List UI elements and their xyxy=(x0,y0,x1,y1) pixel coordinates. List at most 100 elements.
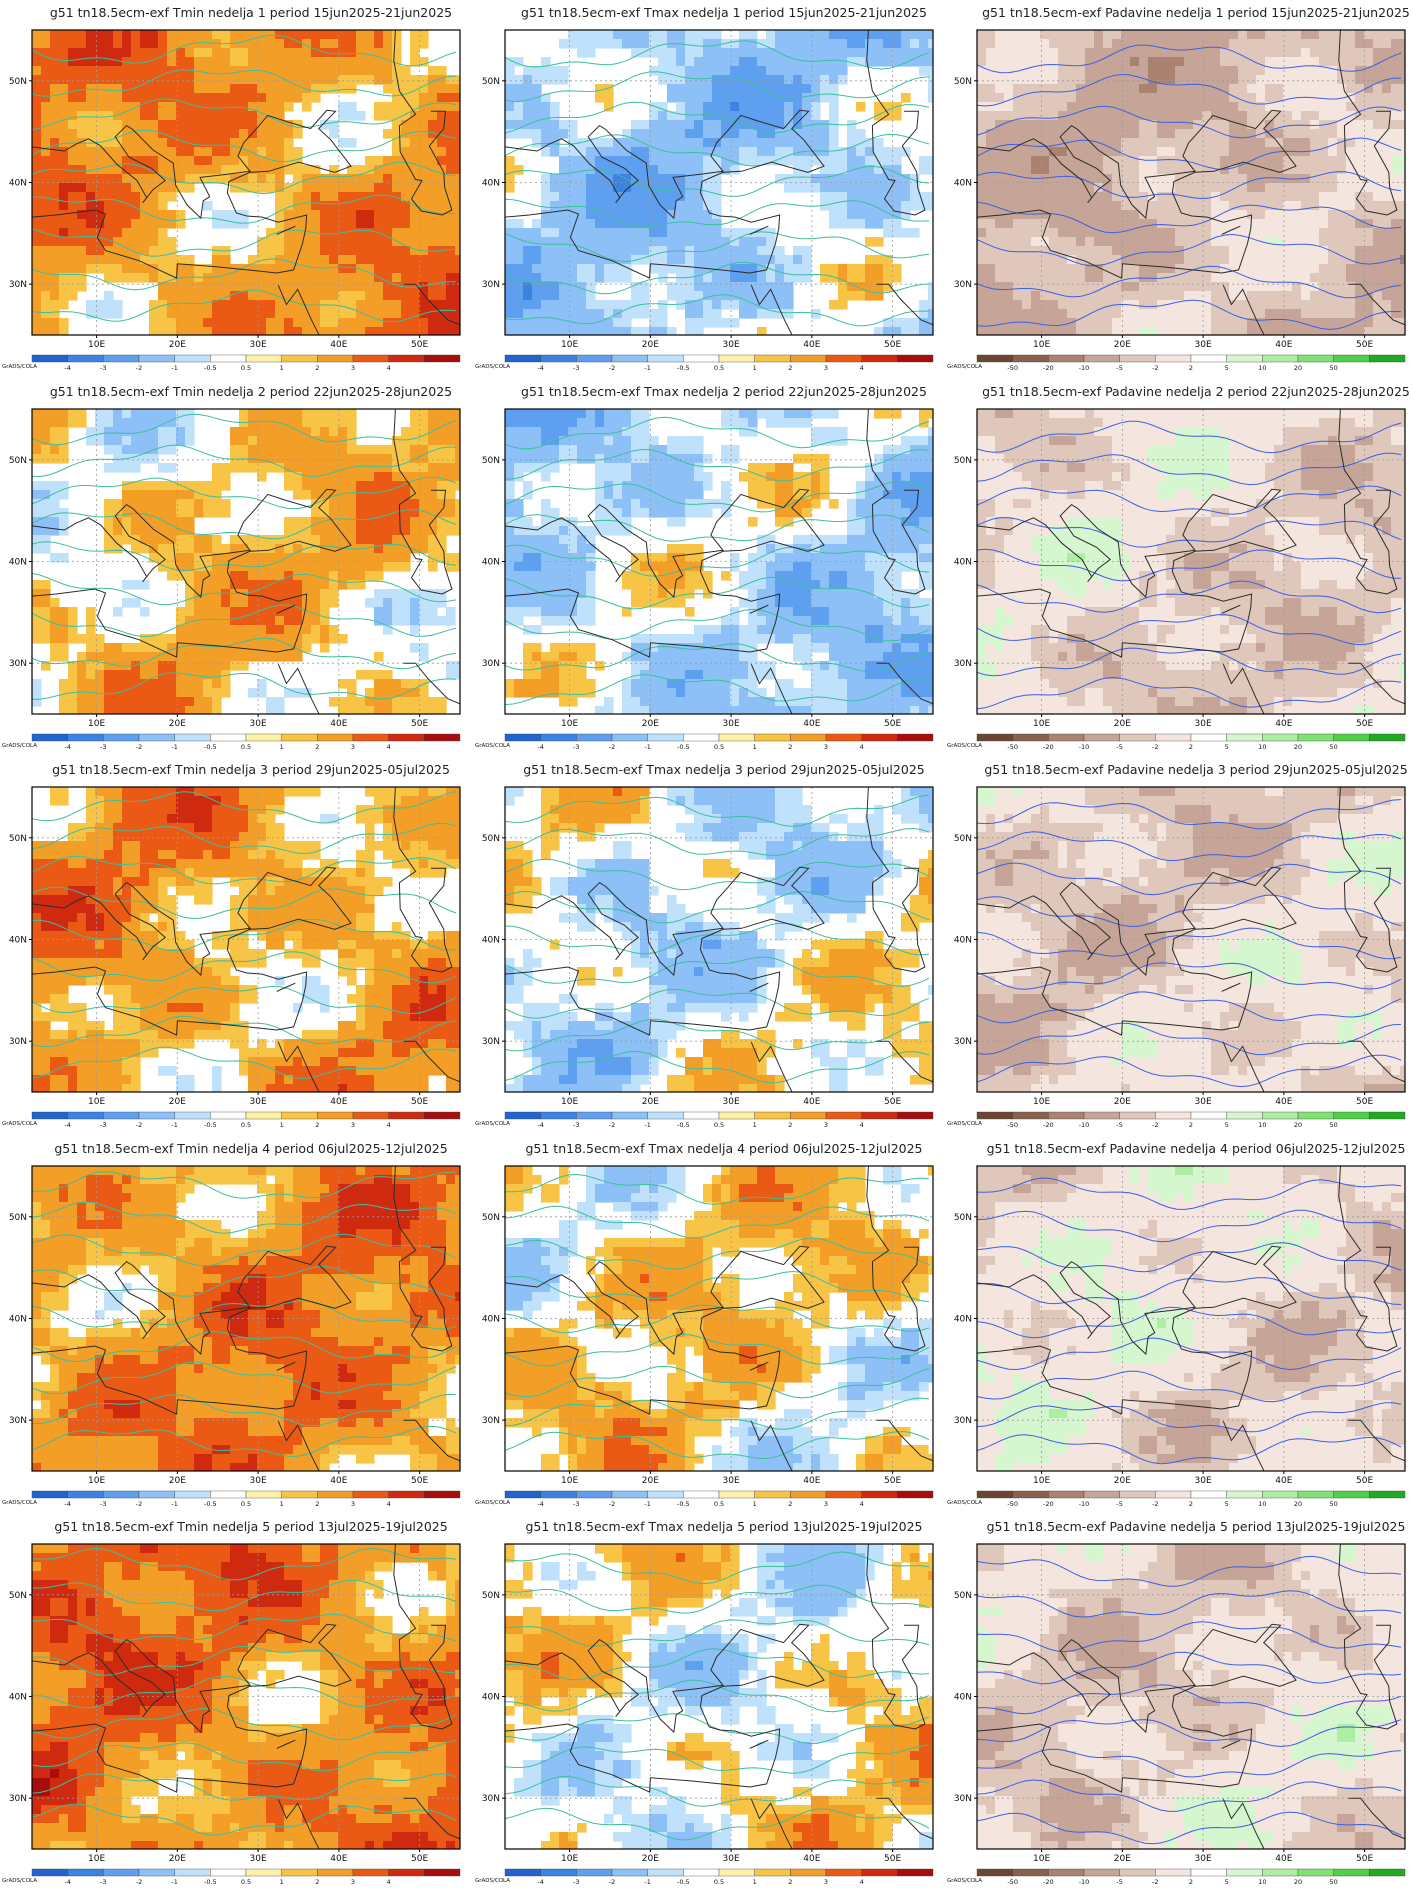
lon-tick-label: 10E xyxy=(561,1476,578,1486)
lon-tick-label: 30E xyxy=(1195,1097,1212,1107)
colorbar-swatch xyxy=(1012,1111,1049,1120)
colorbar-swatch xyxy=(388,1490,425,1499)
colorbar-label: -2 xyxy=(1152,364,1158,372)
colorbar-swatch xyxy=(861,1490,898,1499)
coastline xyxy=(403,662,460,705)
lon-tick-label: 40E xyxy=(330,1854,347,1864)
colorbar-label: 0.5 xyxy=(241,1121,251,1129)
colorbar-label: -1 xyxy=(171,364,177,372)
panel-3-padavine: g51 tn18.5ecm-exf Padavine nedelja 3 per… xyxy=(947,762,1408,1129)
lon-tick-label: 50E xyxy=(1356,719,1373,729)
colorbar-label: 5 xyxy=(1225,1500,1229,1508)
source-label: GrADS/COLA xyxy=(475,364,510,370)
colorbar-label: -50 xyxy=(1007,1878,1018,1886)
coastline xyxy=(32,109,352,279)
colorbar-swatch xyxy=(352,354,389,363)
coastline xyxy=(1348,1419,1405,1462)
colorbar-swatch xyxy=(1119,733,1156,742)
lon-tick-label: 20E xyxy=(1114,1097,1131,1107)
colorbar-swatch xyxy=(897,733,934,742)
colorbar-swatch xyxy=(1369,1868,1406,1877)
lon-tick-label: 50E xyxy=(884,1854,901,1864)
colorbar-label: -3 xyxy=(573,1878,579,1886)
colorbar-swatch xyxy=(1226,354,1263,363)
colorbar-swatch xyxy=(210,733,247,742)
lon-tick-label: 30E xyxy=(1195,1854,1212,1864)
colorbar-label: 4 xyxy=(387,1121,391,1129)
colorbar-label: 3 xyxy=(351,1878,355,1886)
colorbar-label: -2 xyxy=(1152,1121,1158,1129)
colorbar-swatch xyxy=(861,1111,898,1120)
colorbar-label: -3 xyxy=(100,743,106,751)
colorbar-label: 1 xyxy=(753,1500,757,1508)
colorbar-swatch xyxy=(825,1490,862,1499)
lat-tick-label: 50N xyxy=(9,77,27,87)
colorbar-label: -0.5 xyxy=(204,743,217,751)
colorbar-swatch xyxy=(504,1868,541,1877)
colorbar-label: -4 xyxy=(64,743,70,751)
colorbar-label: 2 xyxy=(788,1878,792,1886)
lon-tick-label: 30E xyxy=(723,719,740,729)
colorbar-swatch xyxy=(67,733,104,742)
lat-tick-label: 40N xyxy=(9,1693,27,1703)
colorbar-label: 1 xyxy=(753,1878,757,1886)
panel-5-tmax: g51 tn18.5ecm-exf Tmax nedelja 5 period … xyxy=(475,1519,934,1886)
colorbar-label: 5 xyxy=(1225,1878,1229,1886)
source-label: GrADS/COLA xyxy=(2,1500,37,1506)
colorbar-label: -4 xyxy=(64,1878,70,1886)
lon-tick-label: 20E xyxy=(1114,719,1131,729)
colorbar-swatch xyxy=(1083,733,1120,742)
colorbar-swatch xyxy=(317,1868,354,1877)
colorbar-label: -2 xyxy=(136,1878,142,1886)
colorbar-swatch xyxy=(1190,733,1227,742)
source-label: GrADS/COLA xyxy=(2,743,37,749)
colorbar-swatch xyxy=(1190,354,1227,363)
colorbar-label: -10 xyxy=(1079,1121,1090,1129)
colorbar-swatch xyxy=(245,354,282,363)
colorbar-label: -2 xyxy=(136,364,142,372)
colorbar-swatch xyxy=(245,733,282,742)
colorbar-swatch xyxy=(754,733,791,742)
colorbar-swatch xyxy=(174,1490,211,1499)
coastline xyxy=(876,1419,933,1462)
lon-tick-label: 40E xyxy=(803,719,820,729)
lon-tick-label: 50E xyxy=(1356,1097,1373,1107)
coastline xyxy=(866,1166,926,1352)
colorbar: GrADS/COLA -50 -20 -10 -5 -2 2 5 10 20 50 xyxy=(947,733,1406,751)
coastline xyxy=(276,225,296,235)
colorbar-swatch xyxy=(424,1111,461,1120)
colorbar-label: -4 xyxy=(64,1121,70,1129)
lon-tick-label: 10E xyxy=(88,1476,105,1486)
colorbar-swatch xyxy=(1119,1111,1156,1120)
colorbar-swatch xyxy=(1369,354,1406,363)
colorbar-swatch xyxy=(1048,1490,1085,1499)
coastline xyxy=(403,1040,460,1083)
colorbar-swatch xyxy=(103,354,140,363)
colorbar-label: -4 xyxy=(537,1878,543,1886)
panel-title: g51 tn18.5ecm-exf Padavine nedelja 3 per… xyxy=(984,762,1407,777)
colorbar-label: -2 xyxy=(1152,1878,1158,1886)
colorbar-label: 0.5 xyxy=(241,1500,251,1508)
coastline xyxy=(749,1739,769,1749)
colorbar-swatch xyxy=(138,1490,175,1499)
colorbar-label: 2 xyxy=(315,1121,319,1129)
lat-tick-label: 30N xyxy=(954,1416,972,1426)
colorbar-label: -1 xyxy=(644,1500,650,1508)
colorbar-swatch xyxy=(67,354,104,363)
coastline xyxy=(750,1421,793,1471)
colorbar-label: 3 xyxy=(824,364,828,372)
lon-tick-label: 40E xyxy=(803,1097,820,1107)
lat-tick-label: 40N xyxy=(954,1693,972,1703)
lon-tick-label: 30E xyxy=(1195,340,1212,350)
coastline xyxy=(1222,1421,1265,1471)
colorbar-swatch xyxy=(138,733,175,742)
colorbar-swatch xyxy=(1083,354,1120,363)
colorbar-label: -50 xyxy=(1007,364,1018,372)
colorbar-label: -3 xyxy=(573,1121,579,1129)
colorbar-swatch xyxy=(31,733,68,742)
lon-tick-label: 30E xyxy=(1195,1476,1212,1486)
map-field xyxy=(977,30,1405,335)
colorbar-label: 0.5 xyxy=(714,1878,724,1886)
colorbar-swatch xyxy=(504,1490,541,1499)
colorbar-swatch xyxy=(540,354,577,363)
